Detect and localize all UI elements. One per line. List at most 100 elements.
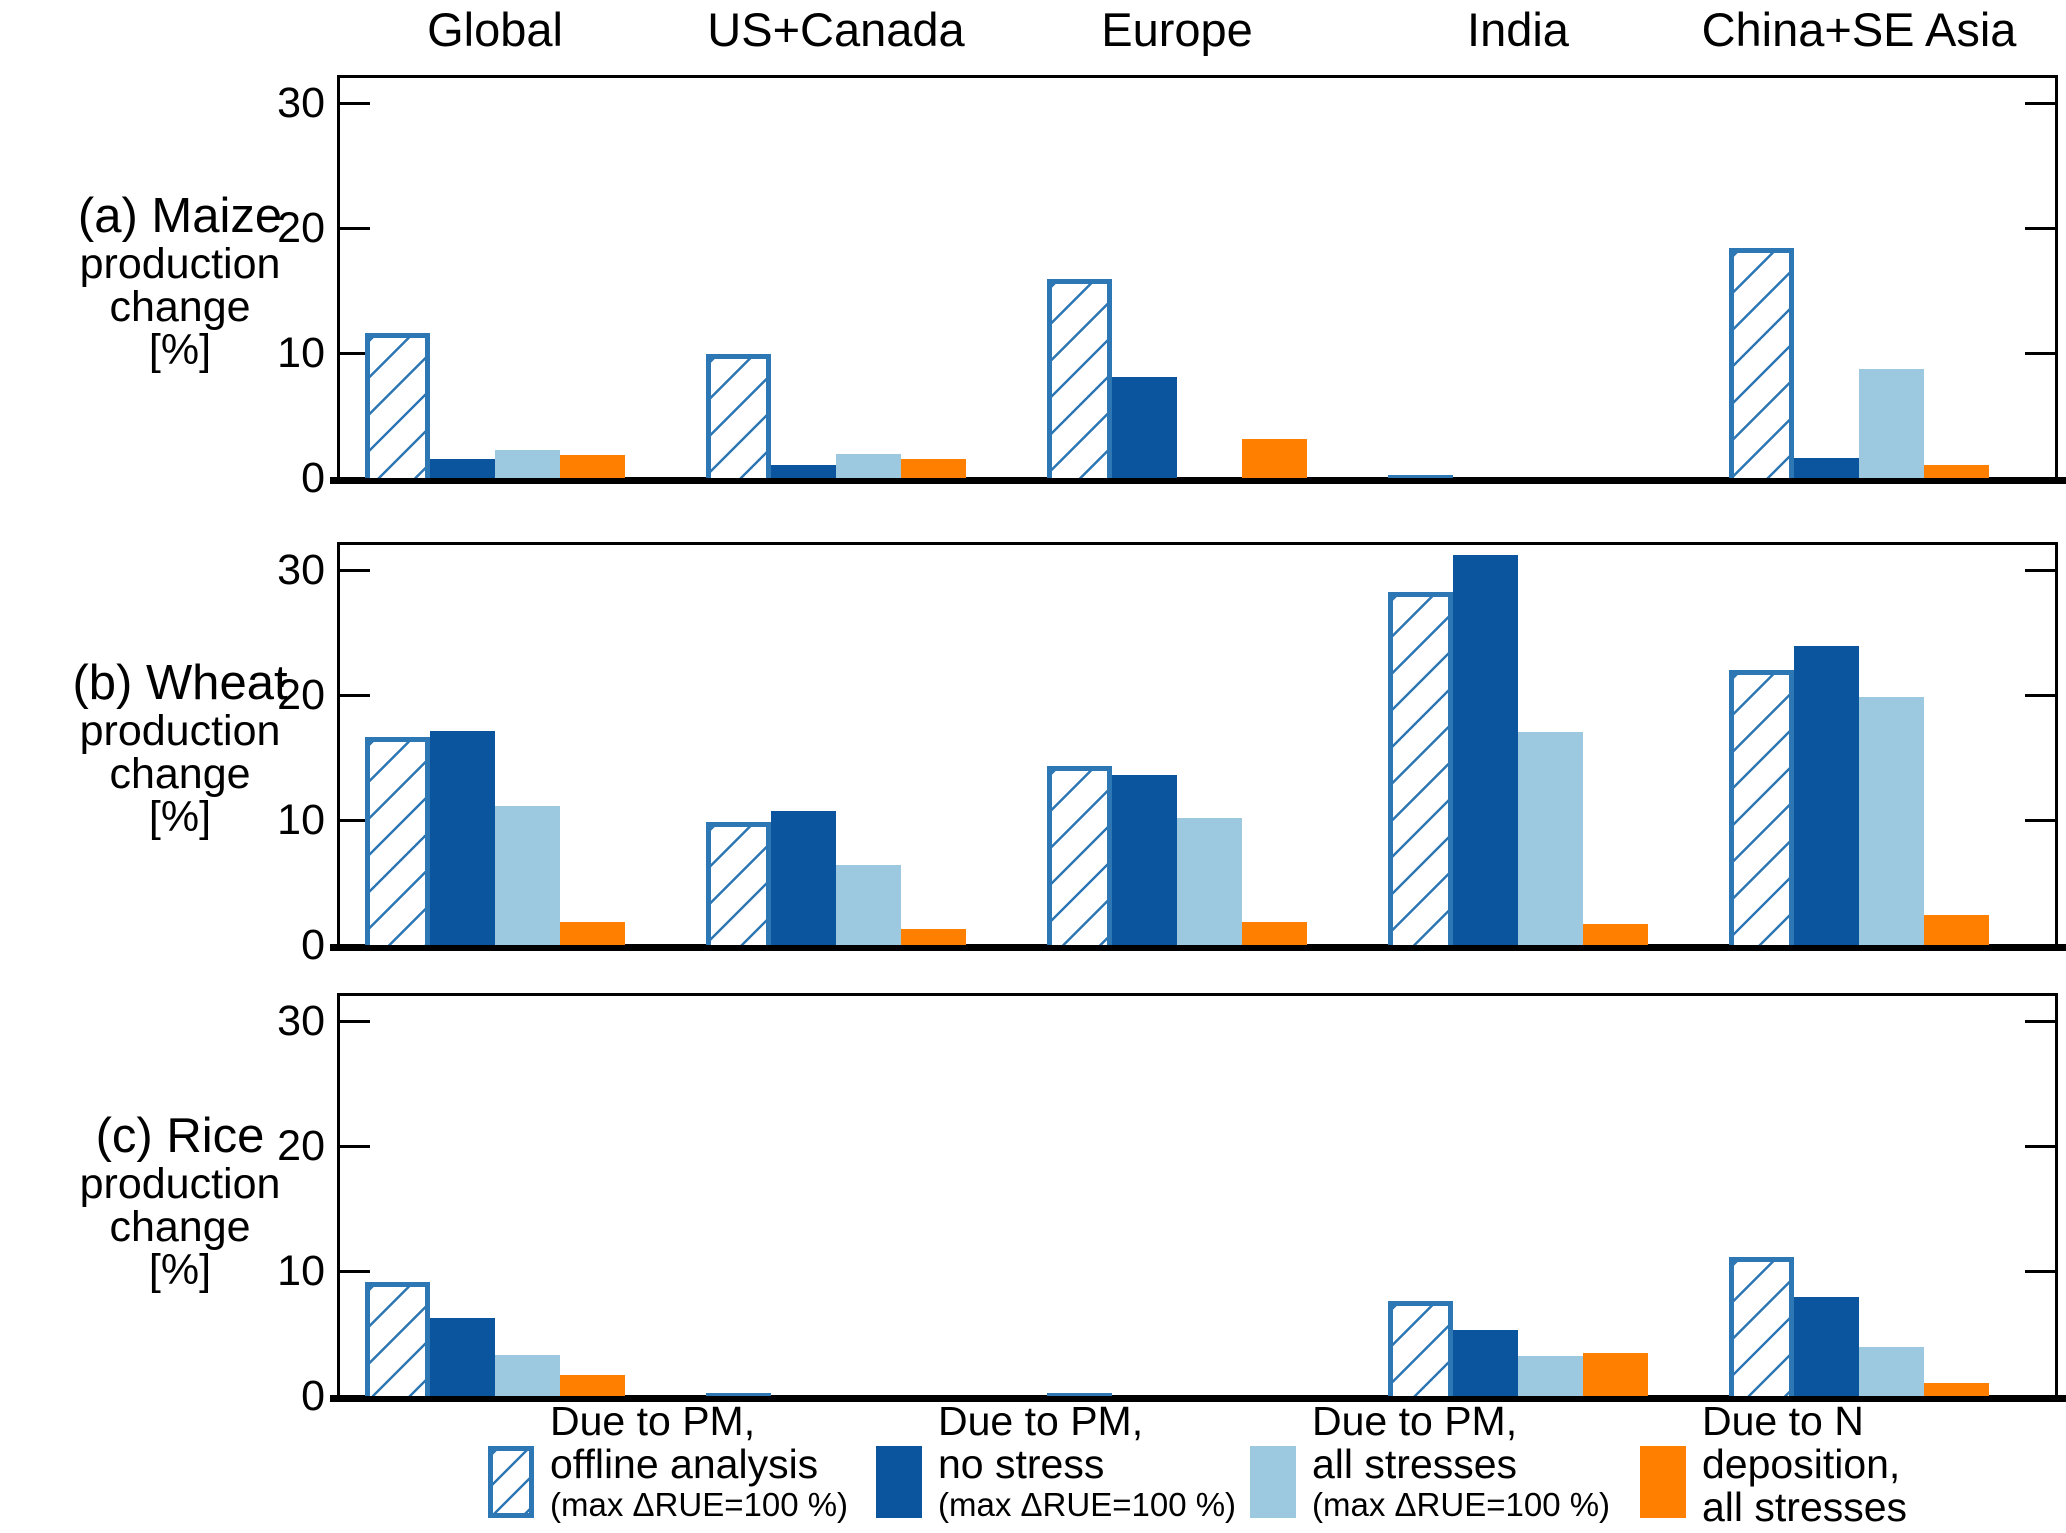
panel-wheat [330, 542, 2066, 951]
bar-rice-europe-s0 [1047, 1393, 1112, 1396]
legend-line: deposition, [1702, 1441, 1901, 1487]
legend-line: offline analysis [550, 1441, 819, 1487]
panel-letter-label: (c) Rice [95, 1109, 265, 1163]
panel-letter-label: (a) Maize [77, 189, 283, 243]
bar-rice-us-canada-s0 [706, 1393, 771, 1396]
region-header-europe: Europe [1101, 3, 1253, 56]
y-tick-mark [340, 351, 370, 355]
bar-maize-global-s3 [560, 455, 625, 478]
legend-line: Due to PM, [1312, 1398, 1518, 1444]
region-header-india: India [1467, 3, 1569, 56]
bar-wheat-us-canada-s2 [836, 865, 901, 945]
bar-wheat-india-s1 [1453, 555, 1518, 945]
y-tick-label: 0 [301, 1372, 325, 1420]
legend-line: (max ΔRUE=100 %) [550, 1486, 849, 1523]
legend-item-pm-offline: Due to PM, offline analysis (max ΔRUE=10… [488, 1400, 848, 1523]
y-tick-mark [340, 693, 370, 697]
legend-item-pm-all-stresses: Due to PM, all stresses (max ΔRUE=100 %) [1250, 1400, 1610, 1523]
y-tick-label: 30 [277, 79, 325, 127]
legend-line: all stresses [1702, 1484, 1908, 1530]
y-tick-mark [2025, 351, 2055, 355]
legend-label-n-deposition: Due to N deposition, all stresses [1702, 1400, 1907, 1529]
bar-maize-us-canada-s1 [771, 465, 836, 478]
x-axis-line [330, 1395, 2066, 1402]
panel-maize [330, 75, 2066, 484]
legend-line: (max ΔRUE=100 %) [1312, 1486, 1611, 1523]
ylabel-line: [%] [148, 1246, 212, 1294]
bar-rice-china-se-asia-s3 [1924, 1383, 1989, 1396]
y-tick-mark [2025, 693, 2055, 697]
legend-label-pm-all-stresses: Due to PM, all stresses (max ΔRUE=100 %) [1312, 1398, 1611, 1524]
bar-rice-global-s2 [495, 1355, 560, 1396]
legend-line: Due to PM, [550, 1398, 756, 1444]
y-tick-label: 20 [277, 671, 325, 719]
ylabel-line: [%] [148, 326, 212, 374]
bar-wheat-india-s2 [1518, 732, 1583, 945]
y-tick-mark [340, 226, 370, 230]
y-tick-label: 30 [277, 997, 325, 1045]
y-tick-label: 10 [277, 1247, 325, 1295]
bar-wheat-us-canada-s3 [901, 929, 966, 945]
legend-line: Due to PM, [938, 1398, 1144, 1444]
bar-wheat-india-s0 [1388, 592, 1453, 945]
bar-wheat-europe-s2 [1177, 818, 1242, 945]
bar-maize-us-canada-s3 [901, 459, 966, 478]
bar-maize-india-s0 [1388, 475, 1453, 478]
y-tick-mark [2025, 226, 2055, 230]
panel-rice [330, 993, 2066, 1402]
ylabel-line: change [109, 283, 251, 331]
bar-wheat-global-s0 [365, 737, 430, 945]
y-tick-mark [2025, 1269, 2055, 1273]
bar-rice-india-s1 [1453, 1330, 1518, 1396]
y-tick-mark [2025, 101, 2055, 105]
y-tick-mark [340, 1144, 370, 1148]
bar-maize-china-se-asia-s2 [1859, 369, 1924, 478]
legend-line: Due to N [1702, 1398, 1864, 1444]
bar-maize-us-canada-s0 [706, 354, 771, 478]
ylabel-line: production [79, 707, 281, 755]
y-tick-label: 10 [277, 796, 325, 844]
bar-wheat-china-se-asia-s2 [1859, 697, 1924, 945]
bar-rice-global-s0 [365, 1282, 430, 1396]
bar-rice-india-s0 [1388, 1301, 1453, 1396]
bar-wheat-global-s3 [560, 922, 625, 945]
y-tick-mark [2025, 1144, 2055, 1148]
legend-line: all stresses [1312, 1441, 1518, 1487]
y-tick-mark [2025, 1019, 2055, 1023]
y-tick-mark [340, 101, 370, 105]
bar-maize-china-se-asia-s3 [1924, 465, 1989, 478]
y-tick-mark [340, 1269, 370, 1273]
y-tick-label: 10 [277, 329, 325, 377]
ylabel-line: production [79, 1160, 281, 1208]
bar-wheat-us-canada-s1 [771, 811, 836, 945]
legend-label-pm-no-stress: Due to PM, no stress (max ΔRUE=100 %) [938, 1398, 1236, 1524]
ylabel-line: change [109, 1203, 251, 1251]
y-tick-mark [2025, 818, 2055, 822]
bar-maize-global-s1 [430, 459, 495, 478]
bar-maize-china-se-asia-s1 [1794, 458, 1859, 478]
legend-swatch-n-deposition [1640, 1446, 1686, 1518]
bar-rice-china-se-asia-s2 [1859, 1347, 1924, 1396]
bar-wheat-india-s3 [1583, 924, 1648, 945]
ylabel-line: production [79, 240, 281, 288]
ylabel-line: [%] [148, 793, 212, 841]
y-tick-label: 30 [277, 546, 325, 594]
panel-title-wheat: (b) Wheat production change [%] [5, 656, 355, 839]
panel-letter-label: (b) Wheat [72, 656, 288, 710]
bar-wheat-global-s1 [430, 731, 495, 945]
bar-maize-china-se-asia-s0 [1729, 248, 1794, 478]
ylabel-line: change [109, 750, 251, 798]
y-tick-mark [340, 818, 370, 822]
bar-wheat-europe-s0 [1047, 766, 1112, 945]
bar-maize-us-canada-s2 [836, 454, 901, 478]
y-tick-label: 20 [277, 1122, 325, 1170]
bar-wheat-global-s2 [495, 806, 560, 945]
y-tick-label: 0 [301, 454, 325, 502]
bar-maize-europe-s0 [1047, 279, 1112, 478]
bar-rice-india-s3 [1583, 1353, 1648, 1396]
legend-item-n-deposition: Due to N deposition, all stresses [1640, 1400, 1907, 1529]
panel-title-rice: (c) Rice production change [%] [5, 1109, 355, 1292]
legend-swatch-pm-offline [488, 1446, 534, 1518]
bar-maize-europe-s3 [1242, 439, 1307, 478]
